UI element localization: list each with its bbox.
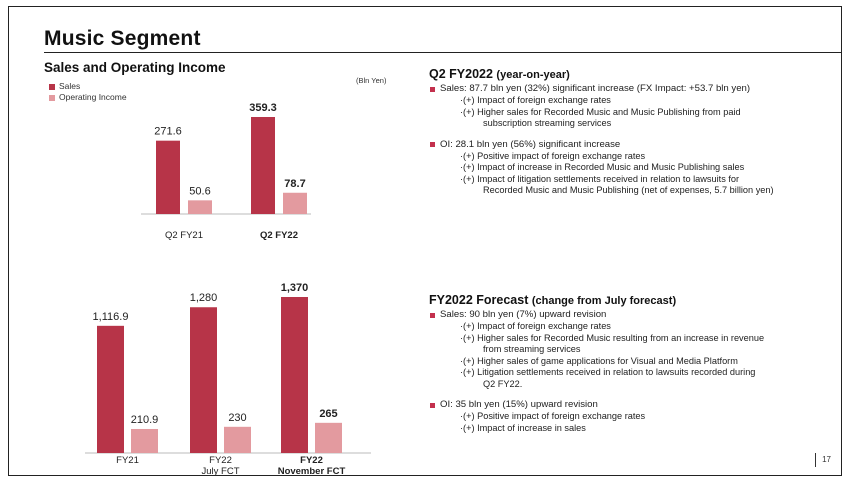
fy-sales-label: 1,370 <box>281 282 309 294</box>
q2-oi-bar <box>188 200 212 214</box>
q2-oi-label: 78.7 <box>284 178 305 190</box>
chart-legend: Sales Operating Income <box>49 81 127 103</box>
forecast-oi-bullet: OI: 35 bln yen (15%) upward revision <box>429 399 839 411</box>
sales-oi-charts: 271.6 50.6 Q2 FY21 359.3 78.7 Q2 FY22 1,116.9 2… <box>85 102 371 476</box>
forecast-sales-item: ·(+) Higher sales of game applications f… <box>460 355 738 366</box>
fy-category-label: November FCT <box>278 466 346 476</box>
q2-commentary: Q2 FY2022 (year-on-year) Sales: 87.7 bln… <box>429 67 839 197</box>
fy-sales-bar <box>281 297 308 453</box>
fy-oi-bar <box>131 428 158 453</box>
forecast-sales-items: ·(+) Impact of foreign exchange rates ·(+… <box>429 321 839 390</box>
forecast-sales-item: ·(+) Impact of foreign exchange rates <box>460 321 611 331</box>
q2-heading: Q2 FY2022 (year-on-year) <box>429 67 570 81</box>
forecast-sales-item: ·(+) Higher sales for Recorded Music res… <box>460 332 765 355</box>
q2-sales-items: ·(+) Impact of foreign exchange rates ·(+… <box>429 95 839 130</box>
forecast-sales-bullet: Sales: 90 bln yen (7%) upward revision <box>429 309 839 321</box>
fy-oi-label: 265 <box>319 408 337 420</box>
title-divider <box>44 52 841 53</box>
q2-sales-bar <box>156 140 180 214</box>
chart-heading: Sales and Operating Income <box>44 60 226 75</box>
q2-oi-item: ·(+) Impact of litigation settlements re… <box>460 173 774 196</box>
fy-oi-bar <box>224 426 251 453</box>
legend-item-sales: Sales <box>49 81 127 92</box>
q2-sales-bullet: Sales: 87.7 bln yen (32%) significant in… <box>429 83 839 95</box>
legend-label-oi: Operating Income <box>59 92 127 102</box>
fy-sales-label: 1,116.9 <box>93 311 129 323</box>
fy-oi-label: 230 <box>228 412 246 424</box>
forecast-commentary: FY2022 Forecast (change from July foreca… <box>429 293 839 434</box>
q2-sales-label: 359.3 <box>249 102 277 114</box>
fy-category-label: FY21 <box>116 455 139 466</box>
forecast-sales-item: ·(+) Litigation settlements received in … <box>460 367 756 389</box>
q2-oi-item: ·(+) Impact of increase in Recorded Musi… <box>460 162 745 172</box>
legend-item-oi: Operating Income <box>49 92 127 103</box>
fy-sales-label: 1,280 <box>190 292 218 304</box>
q2-sales-bar <box>251 117 275 214</box>
legend-swatch-sales <box>49 83 55 90</box>
q2-category-label: Q2 FY22 <box>260 230 298 241</box>
forecast-oi-item: ·(+) Positive impact of foreign exchange… <box>460 411 646 421</box>
slide: Music Segment Sales and Operating Income… <box>8 6 842 476</box>
q2-sales-item: ·(+) Higher sales for Recorded Music and… <box>460 106 741 129</box>
fy-category-label: FY22 <box>209 455 232 466</box>
q2-sales-label: 271.6 <box>154 126 182 138</box>
q2-sales-item: ·(+) Impact of foreign exchange rates <box>460 95 611 105</box>
fy-sales-bar <box>97 325 124 453</box>
unit-label: (Bln Yen) <box>356 76 387 85</box>
q2-category-label: Q2 FY21 <box>165 230 203 241</box>
forecast-oi-items: ·(+) Positive impact of foreign exchange… <box>429 411 839 434</box>
q2-oi-bullet: OI: 28.1 bln yen (56%) significant incre… <box>429 139 839 151</box>
page-number: 17 <box>815 453 831 467</box>
legend-label-sales: Sales <box>59 81 81 91</box>
forecast-heading: FY2022 Forecast (change from July foreca… <box>429 293 677 307</box>
fy-oi-label: 210.9 <box>131 414 159 426</box>
fy-sales-bar <box>190 307 217 453</box>
q2-oi-items: ·(+) Positive impact of foreign exchange… <box>429 151 839 197</box>
forecast-oi-item: ·(+) Impact of increase in sales <box>460 422 586 433</box>
fy-category-label: July FCT <box>202 466 240 476</box>
q2-oi-label: 50.6 <box>189 185 210 197</box>
fy-category-label: FY22 <box>300 455 323 466</box>
legend-swatch-oi <box>49 94 55 101</box>
fy-oi-bar <box>315 422 342 453</box>
q2-oi-bar <box>283 192 307 214</box>
q2-oi-item: ·(+) Positive impact of foreign exchange… <box>460 150 646 161</box>
page-title: Music Segment <box>44 27 201 50</box>
